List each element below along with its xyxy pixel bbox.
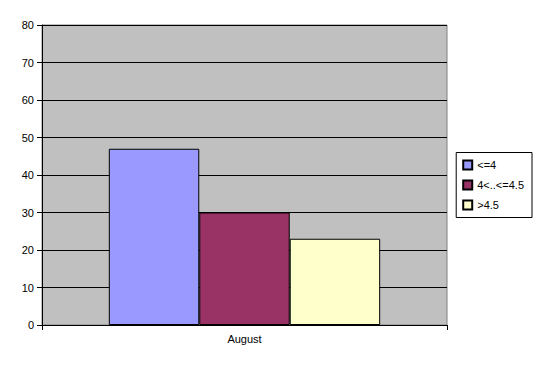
svg-text:80: 80 [22,19,34,31]
svg-text:30: 30 [22,207,34,219]
svg-text:40: 40 [22,169,34,181]
svg-text:60: 60 [22,94,34,106]
svg-text:50: 50 [22,132,34,144]
svg-text:70: 70 [22,57,34,69]
svg-text:<=4: <=4 [477,159,496,171]
svg-text:>4.5: >4.5 [477,199,499,211]
svg-text:10: 10 [22,282,34,294]
svg-text:20: 20 [22,244,34,256]
svg-text:August: August [227,333,261,345]
svg-text:0: 0 [28,319,34,331]
svg-text:4<..<=4.5: 4<..<=4.5 [477,179,524,191]
